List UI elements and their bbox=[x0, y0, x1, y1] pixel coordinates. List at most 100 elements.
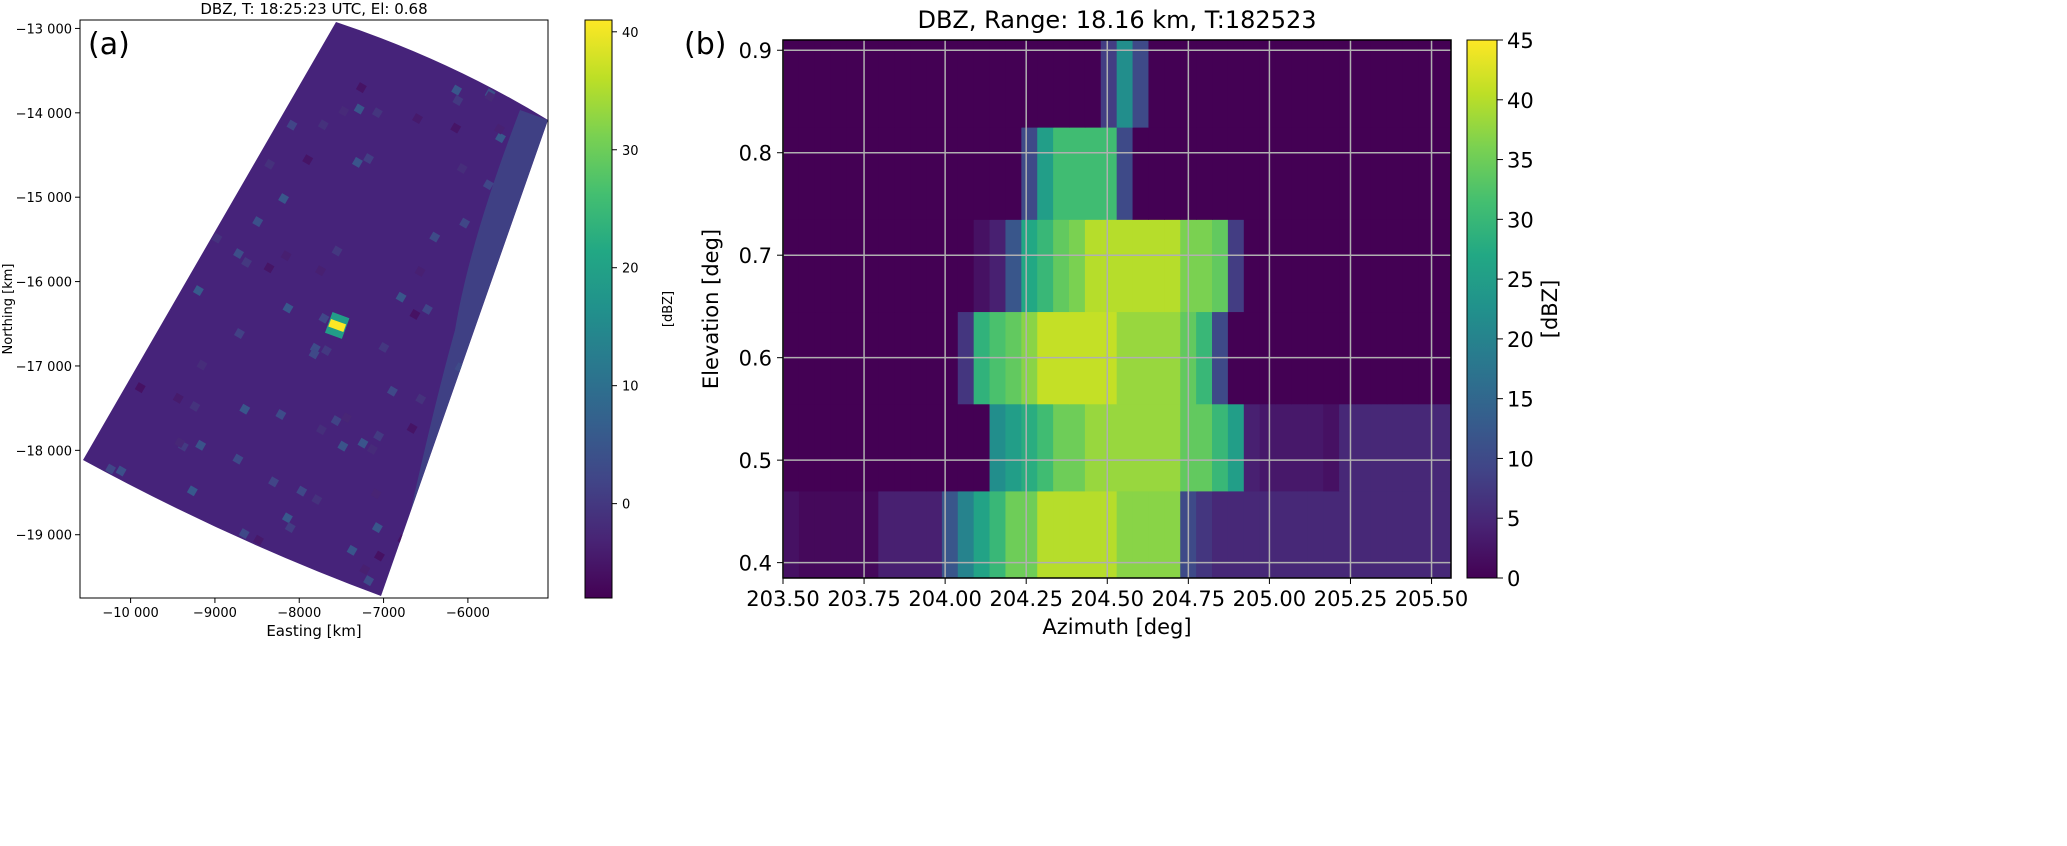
x-tick-label: 204.50 bbox=[1071, 587, 1144, 611]
speckle-cell bbox=[484, 91, 496, 103]
heatmap-cell bbox=[1053, 127, 1070, 220]
heatmap-cell bbox=[1164, 490, 1181, 578]
heatmap-cell bbox=[957, 127, 975, 220]
heatmap-cell bbox=[1132, 219, 1149, 313]
speckle-cell bbox=[233, 248, 245, 260]
heatmap-cell bbox=[973, 40, 991, 128]
speckle-cell bbox=[268, 476, 280, 488]
heatmap-cell bbox=[957, 403, 975, 492]
speckle-cell bbox=[482, 179, 494, 191]
heatmap-cell bbox=[1227, 40, 1245, 128]
heatmap-cell bbox=[957, 219, 975, 313]
speckle-cell bbox=[134, 382, 146, 394]
heatmap-cell bbox=[1291, 127, 1308, 220]
heatmap-cell bbox=[1148, 403, 1165, 492]
heatmap-cell bbox=[1053, 40, 1070, 128]
heatmap-cell bbox=[1005, 403, 1022, 492]
speckle-cell bbox=[373, 550, 385, 562]
heatmap-cell bbox=[1021, 403, 1038, 492]
colorbar-tick-label: 10 bbox=[1507, 447, 1534, 471]
heatmap-cell bbox=[783, 403, 800, 492]
heatmap-cell bbox=[1005, 219, 1022, 313]
heatmap-cell bbox=[1212, 490, 1229, 578]
panel-a-xlabel: Easting [km] bbox=[266, 622, 361, 640]
heatmap-cell bbox=[1355, 40, 1372, 128]
heatmap-cell bbox=[957, 490, 975, 578]
heatmap-cell bbox=[1275, 219, 1292, 313]
heatmap-cell bbox=[878, 127, 895, 220]
heatmap-cell bbox=[1132, 490, 1149, 578]
colorbar-tick-label: 40 bbox=[622, 26, 639, 41]
panel-a-axes-frame bbox=[79, 19, 549, 599]
heatmap-cell bbox=[926, 490, 943, 578]
heatmap-cell bbox=[1339, 490, 1356, 578]
heatmap-cell bbox=[1037, 127, 1054, 220]
heatmap-cell bbox=[1418, 127, 1435, 220]
heatmap-cell bbox=[1275, 127, 1292, 220]
heatmap-cell bbox=[1370, 490, 1388, 578]
heatmap-cell bbox=[1148, 40, 1165, 128]
heatmap-cell bbox=[1355, 490, 1372, 578]
y-tick-label: 0.4 bbox=[739, 552, 772, 576]
heatmap-cell bbox=[1069, 40, 1086, 128]
speckle-cell bbox=[338, 105, 350, 117]
speckle-cell bbox=[296, 485, 308, 497]
heatmap-cell bbox=[1084, 490, 1102, 578]
x-tick-label: −9000 bbox=[193, 606, 237, 621]
speckle-cell bbox=[421, 303, 433, 315]
heatmap-cell bbox=[1243, 127, 1261, 220]
heatmap-cell bbox=[1116, 127, 1134, 220]
heatmap-cell bbox=[1386, 127, 1404, 220]
panel-a-y-ticks: −13 000 −14 000 −15 000 −16 000 −17 000 −18 0… bbox=[16, 22, 80, 544]
speckle-cell bbox=[357, 437, 369, 449]
colorbar-tick-label: 20 bbox=[622, 262, 639, 277]
y-tick-label: −18 000 bbox=[16, 444, 72, 459]
heatmap-cell bbox=[1259, 127, 1277, 220]
speckle-cell bbox=[286, 119, 298, 131]
heatmap-cell bbox=[1227, 127, 1245, 220]
heatmap-cell bbox=[1100, 40, 1118, 128]
heatmap-cell bbox=[1370, 219, 1388, 313]
heatmap-cell bbox=[941, 403, 959, 492]
colorbar-tick-label: 20 bbox=[1507, 328, 1534, 352]
heatmap-cell bbox=[846, 403, 863, 492]
heatmap-cell bbox=[862, 219, 879, 313]
heatmap-cell bbox=[1259, 219, 1277, 313]
heatmap-cell bbox=[1323, 219, 1340, 313]
heatmap-cell bbox=[1370, 40, 1388, 128]
heatmap-cell bbox=[862, 403, 879, 492]
heatmap-cell bbox=[1037, 403, 1054, 492]
heatmap-cell bbox=[1402, 490, 1420, 578]
heatmap-cell bbox=[1021, 40, 1038, 128]
heatmap-cell bbox=[862, 40, 879, 128]
heatmap-cell bbox=[1196, 40, 1213, 128]
heatmap-cell bbox=[1069, 127, 1086, 220]
speckle-cell bbox=[278, 193, 290, 205]
x-tick-label: 203.50 bbox=[746, 587, 819, 611]
heatmap-cell bbox=[1196, 219, 1213, 313]
colorbar-tick-label: 25 bbox=[1507, 268, 1534, 292]
panel-a-colorbar bbox=[584, 19, 613, 599]
heatmap-cell bbox=[1259, 40, 1277, 128]
speckle-cell bbox=[412, 113, 423, 125]
heatmap-cell bbox=[926, 219, 943, 313]
heatmap-cell bbox=[1100, 403, 1118, 492]
speckle-cell bbox=[186, 485, 198, 497]
heatmap-cell bbox=[1339, 219, 1356, 313]
heatmap-cell bbox=[1005, 40, 1022, 128]
speckle-cell bbox=[395, 291, 407, 303]
heatmap-cell bbox=[1323, 490, 1340, 578]
speckle-cell bbox=[172, 392, 184, 404]
heatmap-cell bbox=[1259, 490, 1277, 578]
heatmap-cell bbox=[846, 219, 863, 313]
heatmap-cell bbox=[1132, 403, 1149, 492]
heatmap-cell bbox=[910, 490, 927, 578]
heatmap-cell bbox=[1212, 40, 1229, 128]
heatmap-cell bbox=[1418, 219, 1435, 313]
panel-b-label: (b) bbox=[684, 27, 726, 62]
heatmap-cell bbox=[1037, 490, 1054, 578]
heatmap-cell bbox=[894, 219, 911, 313]
speckle-cell bbox=[363, 153, 375, 165]
panel-a-colorbar-label: [dBZ] bbox=[661, 291, 676, 327]
heatmap-cell bbox=[1434, 127, 1451, 220]
